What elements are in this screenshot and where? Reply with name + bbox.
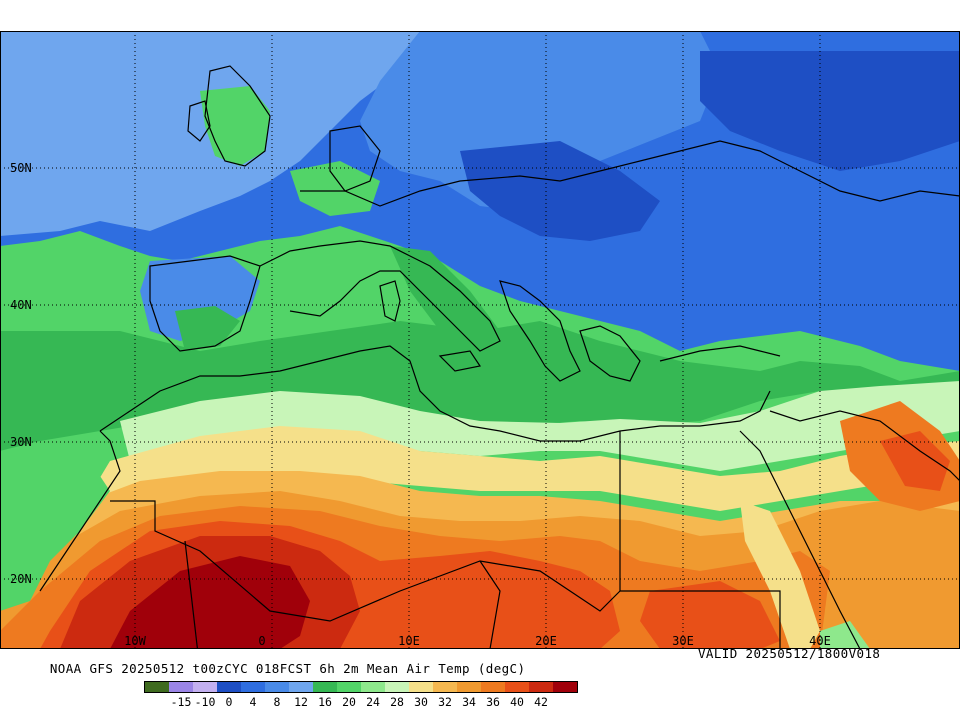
colorbar-swatch: [409, 682, 433, 692]
colorbar-swatch: [145, 682, 169, 692]
italy-green-region: [390, 246, 500, 351]
red-sea-strip: [740, 501, 820, 649]
colorbar: [144, 681, 578, 693]
colorbar-swatch: [337, 682, 361, 692]
colorbar-swatch: [361, 682, 385, 692]
iberia-green-region: [175, 306, 240, 351]
colorbar-label: 42: [534, 695, 548, 709]
valid-time: VALID 20250512/1800V018: [698, 646, 881, 661]
east-red-orange: [640, 581, 780, 649]
sahara-yellow-band: [80, 426, 960, 511]
colorbar-swatch: [457, 682, 481, 692]
colorbar-label: 4: [249, 695, 257, 709]
coastlines: [39, 65, 960, 649]
colorbar-label: 8: [273, 695, 281, 709]
lon-label-40e: 40E: [809, 634, 831, 648]
colorbar-label: 16: [318, 695, 332, 709]
colorbar-swatch: [313, 682, 337, 692]
lat-label-40n: 40N: [10, 298, 32, 312]
colorbar-labels: -15 -10 0 4 8 12 16 20 24 28 30 32 34 36 40 42: [0, 695, 960, 709]
north-sea-green: [290, 161, 380, 216]
colorbar-swatch: [289, 682, 313, 692]
colorbar-label: 24: [366, 695, 380, 709]
sahara-pale-band: [120, 381, 960, 471]
lon-label-30e: 30E: [672, 634, 694, 648]
colorbar-label: 36: [486, 695, 500, 709]
colorbar-label: 0: [225, 695, 233, 709]
colorbar-swatch: [241, 682, 265, 692]
lon-label-20e: 20E: [535, 634, 557, 648]
map-caption: NOAA GFS 20250512 t00zCYC 018FCST 6h 2m …: [34, 646, 954, 676]
colorbar-swatch: [169, 682, 193, 692]
mid-blue-region: [360, 31, 720, 211]
red-sea-green: [820, 621, 870, 649]
mediterranean-green: [0, 321, 960, 451]
lon-label-10w: 10W: [124, 634, 146, 648]
colorbar-label: 40: [510, 695, 524, 709]
colorbar-swatch: [193, 682, 217, 692]
colorbar-swatch: [481, 682, 505, 692]
graticule: [0, 31, 960, 649]
colorbar-swatch: [265, 682, 289, 692]
colorbar-swatch: [505, 682, 529, 692]
colorbar-swatch: [529, 682, 553, 692]
colorbar-label: 30: [414, 695, 428, 709]
temperature-map: 50N 40N 30N 20N 10W 0 10E 20E 30E 40E: [0, 31, 960, 649]
colorbar-label: -15: [170, 695, 192, 709]
colorbar-swatch: [553, 682, 577, 692]
colorbar-swatch: [217, 682, 241, 692]
balkans-cold-region: [460, 141, 660, 241]
atlantic-green-west: [0, 441, 110, 611]
colorbar-label: 32: [438, 695, 452, 709]
colorbar-label: 34: [462, 695, 476, 709]
map-title: NOAA GFS 20250512 t00zCYC 018FCST 6h 2m …: [49, 661, 526, 676]
lat-label-20n: 20N: [10, 572, 32, 586]
lon-label-10e: 10E: [398, 634, 420, 648]
lon-label-0: 0: [258, 634, 265, 648]
colorbar-label: 20: [342, 695, 356, 709]
colorbar-label: 28: [390, 695, 404, 709]
arabia-red: [880, 431, 950, 491]
lat-label-50n: 50N: [10, 161, 32, 175]
colorbar-swatch: [385, 682, 409, 692]
colorbar-label: -10: [194, 695, 216, 709]
colorbar-label: 12: [294, 695, 308, 709]
deep-cold-region-east: [700, 51, 960, 171]
colorbar-swatch: [433, 682, 457, 692]
lat-label-30n: 30N: [10, 435, 32, 449]
